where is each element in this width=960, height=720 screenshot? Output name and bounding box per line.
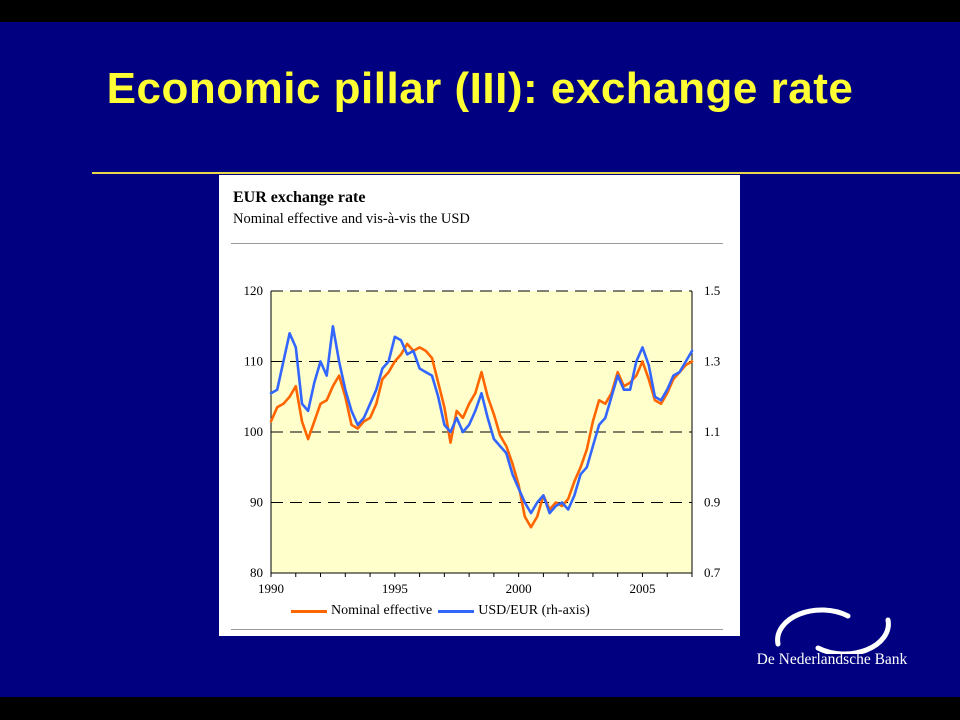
slide-background: Economic pillar (III): exchange rate EUR… [0,22,960,697]
legend-swatch-usd-eur [438,609,475,613]
chart-title: EUR exchange rate [233,189,366,206]
slide-title: Economic pillar (III): exchange rate [106,64,854,113]
y-left-tick-label: 120 [244,283,264,298]
dnb-logo-mark [775,607,891,654]
legend-label-usd-eur: USD/EUR (rh-axis) [478,603,590,618]
dnb-logo: De Nederlandsche Bank [748,604,916,692]
legend-label-nominal: Nominal effective [331,603,433,618]
chart-top-divider [231,243,723,244]
y-right-tick-label: 0.7 [704,565,721,580]
series-line-nominal-effective [269,342,694,529]
line-chart: 120 110 100 90 80 1.5 1.3 1.1 0.9 0.7 1990 1995 2000… [244,283,721,596]
y-right-tick-label: 1.1 [704,424,720,439]
chart-legend: Nominal effective USD/EUR (rh-axis) [291,603,596,619]
brand-name: De Nederlandsche Bank [756,651,908,668]
y-right-tick-label: 0.9 [704,495,720,510]
x-tick-label: 1995 [382,581,408,596]
x-tick-label: 2000 [506,581,532,596]
title-underline [92,172,960,174]
y-right-tick-label: 1.3 [704,354,720,369]
x-tick-label: 2005 [629,581,655,596]
legend-item-usd-eur: USD/EUR (rh-axis) [438,603,590,619]
y-right-tick-label: 1.5 [704,283,720,298]
series-line-usd-eur [269,325,694,515]
chart-subtitle: Nominal effective and vis-à-vis the USD [233,211,470,227]
legend-swatch-nominal [291,609,327,613]
y-left-tick-label: 90 [250,495,263,510]
x-tick-label: 1990 [258,581,284,596]
legend-item-nominal: Nominal effective [291,603,432,619]
y-left-tick-label: 100 [244,424,264,439]
chart-bottom-divider [231,629,723,630]
chart-panel: EUR exchange rate Nominal effective and … [219,175,740,636]
y-left-tick-label: 110 [244,354,263,369]
y-left-tick-label: 80 [250,565,263,580]
